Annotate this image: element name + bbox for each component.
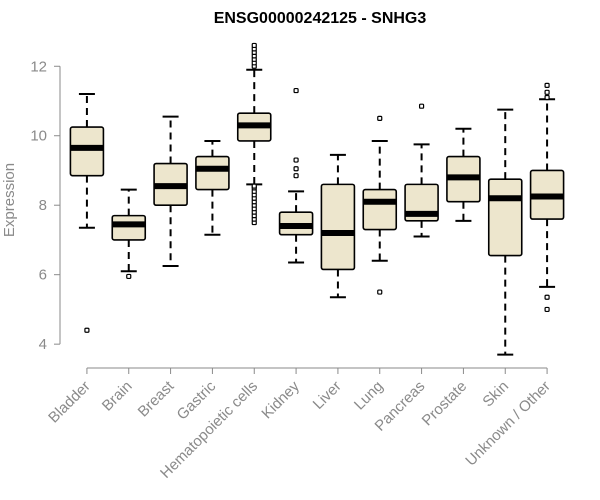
outlier-point bbox=[293, 166, 299, 172]
x-tick-label: Skin bbox=[479, 378, 512, 411]
outlier-point bbox=[544, 294, 550, 300]
box-kidney bbox=[278, 87, 314, 264]
outlier-point bbox=[377, 289, 383, 295]
outlier-point bbox=[293, 157, 299, 163]
x-tick-label: Brain bbox=[99, 378, 136, 415]
box-lung bbox=[362, 115, 398, 295]
x-tick-label: Breast bbox=[135, 377, 178, 420]
y-tick-label: 12 bbox=[30, 58, 47, 75]
box-iqr bbox=[362, 188, 398, 231]
x-tick-label: Liver bbox=[310, 378, 345, 413]
box-liver bbox=[320, 153, 356, 299]
outlier-point bbox=[126, 273, 132, 280]
box-iqr bbox=[487, 178, 523, 257]
box-iqr bbox=[111, 214, 147, 241]
box-series bbox=[69, 42, 565, 356]
box-prostate bbox=[446, 127, 481, 222]
outlier-point bbox=[84, 327, 90, 333]
outlier-point bbox=[293, 173, 299, 179]
outlier-point bbox=[251, 42, 257, 49]
y-tick-label: 8 bbox=[39, 197, 47, 214]
outlier-point bbox=[544, 306, 550, 313]
box-unknown-other bbox=[529, 82, 565, 313]
box-gastric bbox=[195, 139, 230, 236]
y-tick-label: 10 bbox=[30, 128, 47, 145]
x-tick-label: Lung bbox=[351, 378, 387, 414]
box-iqr bbox=[195, 155, 230, 191]
outlier-point bbox=[293, 87, 299, 94]
outlier-point bbox=[251, 183, 257, 189]
box-skin bbox=[487, 108, 523, 356]
box-pancreas bbox=[404, 103, 439, 238]
box-hematopoietic-cells bbox=[236, 42, 272, 226]
outlier-point bbox=[544, 82, 550, 88]
y-axis-title: Expression bbox=[1, 163, 18, 237]
outlier-point bbox=[377, 115, 383, 121]
outlier-point bbox=[544, 94, 550, 101]
x-tick-label: Prostate bbox=[419, 378, 471, 430]
x-tick-label: Kidney bbox=[258, 377, 303, 422]
outlier-point bbox=[418, 103, 425, 109]
chart-title: ENSG00000242125 - SNHG3 bbox=[214, 10, 427, 27]
box-breast bbox=[153, 115, 188, 267]
box-bladder bbox=[69, 93, 105, 333]
y-tick-label: 4 bbox=[39, 336, 47, 353]
box-iqr bbox=[320, 183, 356, 271]
box-iqr bbox=[69, 126, 105, 177]
x-tick-label: Bladder bbox=[45, 378, 94, 427]
y-tick-label: 6 bbox=[39, 267, 47, 284]
outlier-point bbox=[544, 89, 550, 95]
y-axis: 4 6 8 10 12 bbox=[30, 58, 61, 353]
box-brain bbox=[111, 188, 147, 280]
